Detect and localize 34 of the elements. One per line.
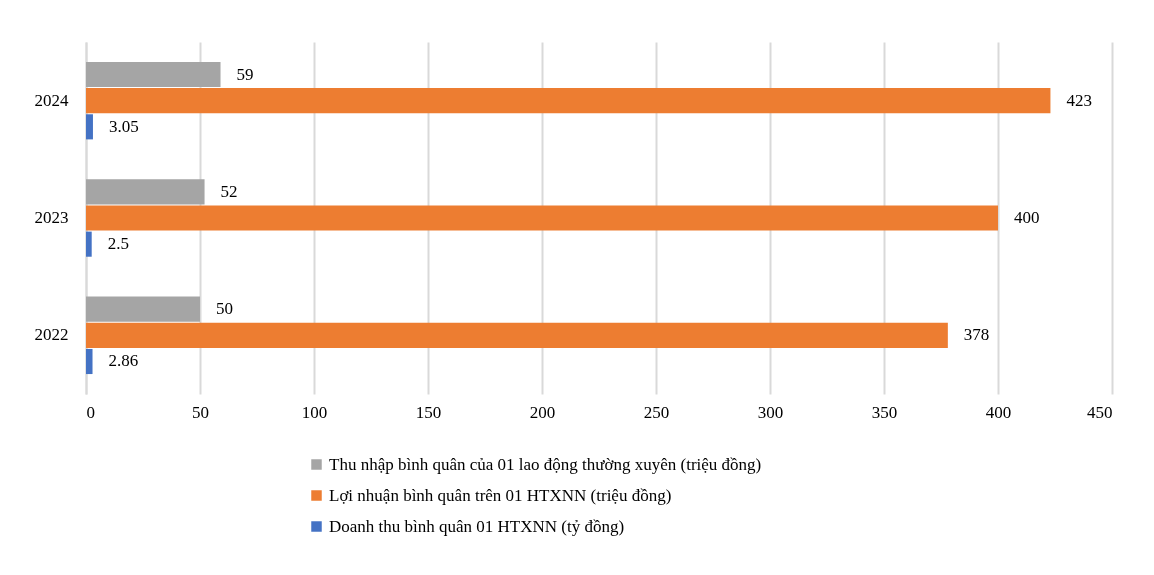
bar [86,231,92,257]
y-tick-label: 2022 [34,325,69,345]
x-tick-label: 100 [301,402,328,422]
x-tick-label: 300 [757,402,784,422]
bar [86,348,93,375]
x-tick-label: 450 [1087,402,1113,422]
data-label: 2.5 [107,234,129,254]
bar [86,114,93,140]
bar [86,88,1051,114]
x-tick-label: 50 [192,402,209,422]
bar [86,322,948,348]
x-tick-label: 350 [871,402,898,422]
data-label: 423 [1066,90,1092,110]
x-tick-label: 250 [643,402,670,422]
bar [86,205,998,231]
legend-label: Thu nhập bình quân của 01 lao động thường xuyên (triệu đồng) [329,454,762,474]
legend-label: Lợi nhuận bình quân trên 01 HTXNN (triệu đồng) [329,485,672,505]
x-tick-label: 400 [985,402,1012,422]
y-tick-label: 2023 [34,208,69,227]
y-tick-label: 2024 [34,90,69,110]
bar [86,61,221,88]
bar [86,179,205,205]
data-label: 50 [216,299,233,319]
data-label: 378 [963,325,990,345]
x-tick-label: 150 [415,402,442,422]
data-label: 2.86 [108,351,139,371]
bar [86,296,200,322]
data-label: 400 [1014,208,1040,227]
data-label: 59 [236,64,254,84]
data-label: 3.05 [108,116,139,136]
data-label: 52 [220,181,238,201]
legend-label: Doanh thu bình quân 01 HTXNN (tỷ đồng) [329,516,625,536]
x-tick-label: 200 [529,402,556,422]
x-tick-label: 0 [86,402,95,422]
